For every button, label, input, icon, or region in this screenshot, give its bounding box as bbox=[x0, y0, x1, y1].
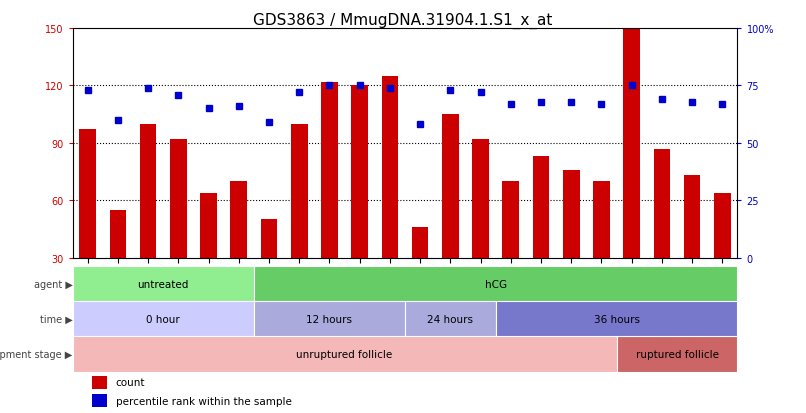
Bar bbox=[73, 301, 254, 337]
Bar bbox=[321, 83, 338, 258]
Bar bbox=[593, 182, 610, 258]
Bar bbox=[654, 149, 671, 258]
Text: GDS3863 / MmugDNA.31904.1.S1_x_at: GDS3863 / MmugDNA.31904.1.S1_x_at bbox=[253, 12, 553, 28]
Bar bbox=[93, 376, 107, 389]
Bar bbox=[351, 86, 368, 258]
Text: 0 hour: 0 hour bbox=[147, 314, 180, 324]
Bar bbox=[200, 193, 217, 258]
Text: 24 hours: 24 hours bbox=[427, 314, 473, 324]
Bar bbox=[73, 337, 617, 372]
Bar bbox=[231, 182, 247, 258]
Bar bbox=[412, 228, 429, 258]
Bar bbox=[714, 193, 731, 258]
Bar bbox=[405, 301, 496, 337]
Bar bbox=[472, 140, 489, 258]
Text: development stage ▶: development stage ▶ bbox=[0, 349, 73, 359]
Text: count: count bbox=[116, 377, 145, 387]
Bar bbox=[291, 124, 308, 258]
Bar bbox=[73, 266, 254, 301]
Text: 12 hours: 12 hours bbox=[306, 314, 352, 324]
Text: 36 hours: 36 hours bbox=[593, 314, 640, 324]
Text: untreated: untreated bbox=[138, 279, 189, 289]
Bar bbox=[683, 176, 700, 258]
Bar bbox=[533, 157, 550, 258]
Text: unruptured follicle: unruptured follicle bbox=[297, 349, 393, 359]
Text: agent ▶: agent ▶ bbox=[34, 279, 73, 289]
Bar bbox=[381, 77, 398, 258]
Bar bbox=[93, 394, 107, 407]
Bar bbox=[139, 124, 156, 258]
Bar bbox=[170, 140, 187, 258]
Text: time ▶: time ▶ bbox=[39, 314, 73, 324]
Text: hCG: hCG bbox=[484, 279, 507, 289]
Bar bbox=[496, 301, 737, 337]
Bar bbox=[254, 266, 737, 301]
Bar bbox=[260, 220, 277, 258]
Bar bbox=[110, 210, 127, 258]
Bar bbox=[617, 337, 737, 372]
Bar bbox=[79, 130, 96, 258]
Text: percentile rank within the sample: percentile rank within the sample bbox=[116, 396, 292, 406]
Text: ruptured follicle: ruptured follicle bbox=[636, 349, 718, 359]
Bar bbox=[623, 29, 640, 258]
Bar bbox=[563, 170, 580, 258]
Bar bbox=[502, 182, 519, 258]
Bar bbox=[254, 301, 405, 337]
Bar bbox=[442, 115, 459, 258]
